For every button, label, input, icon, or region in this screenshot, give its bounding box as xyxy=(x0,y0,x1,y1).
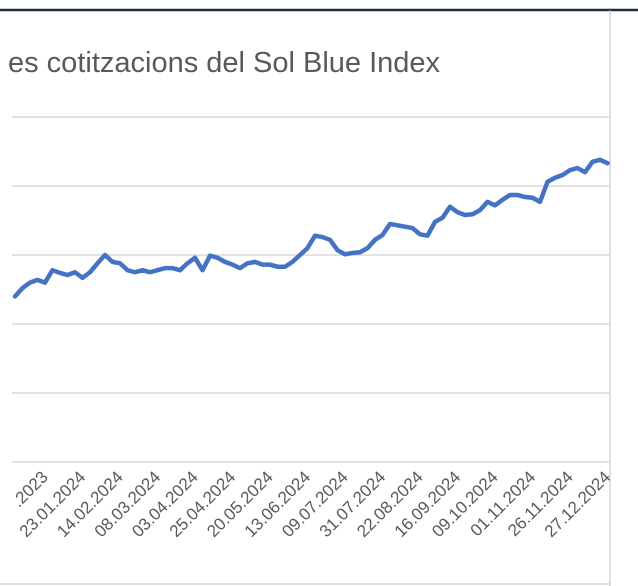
line xyxy=(12,157,610,299)
chart-title: es cotitzacions del Sol Blue Index xyxy=(8,47,441,79)
